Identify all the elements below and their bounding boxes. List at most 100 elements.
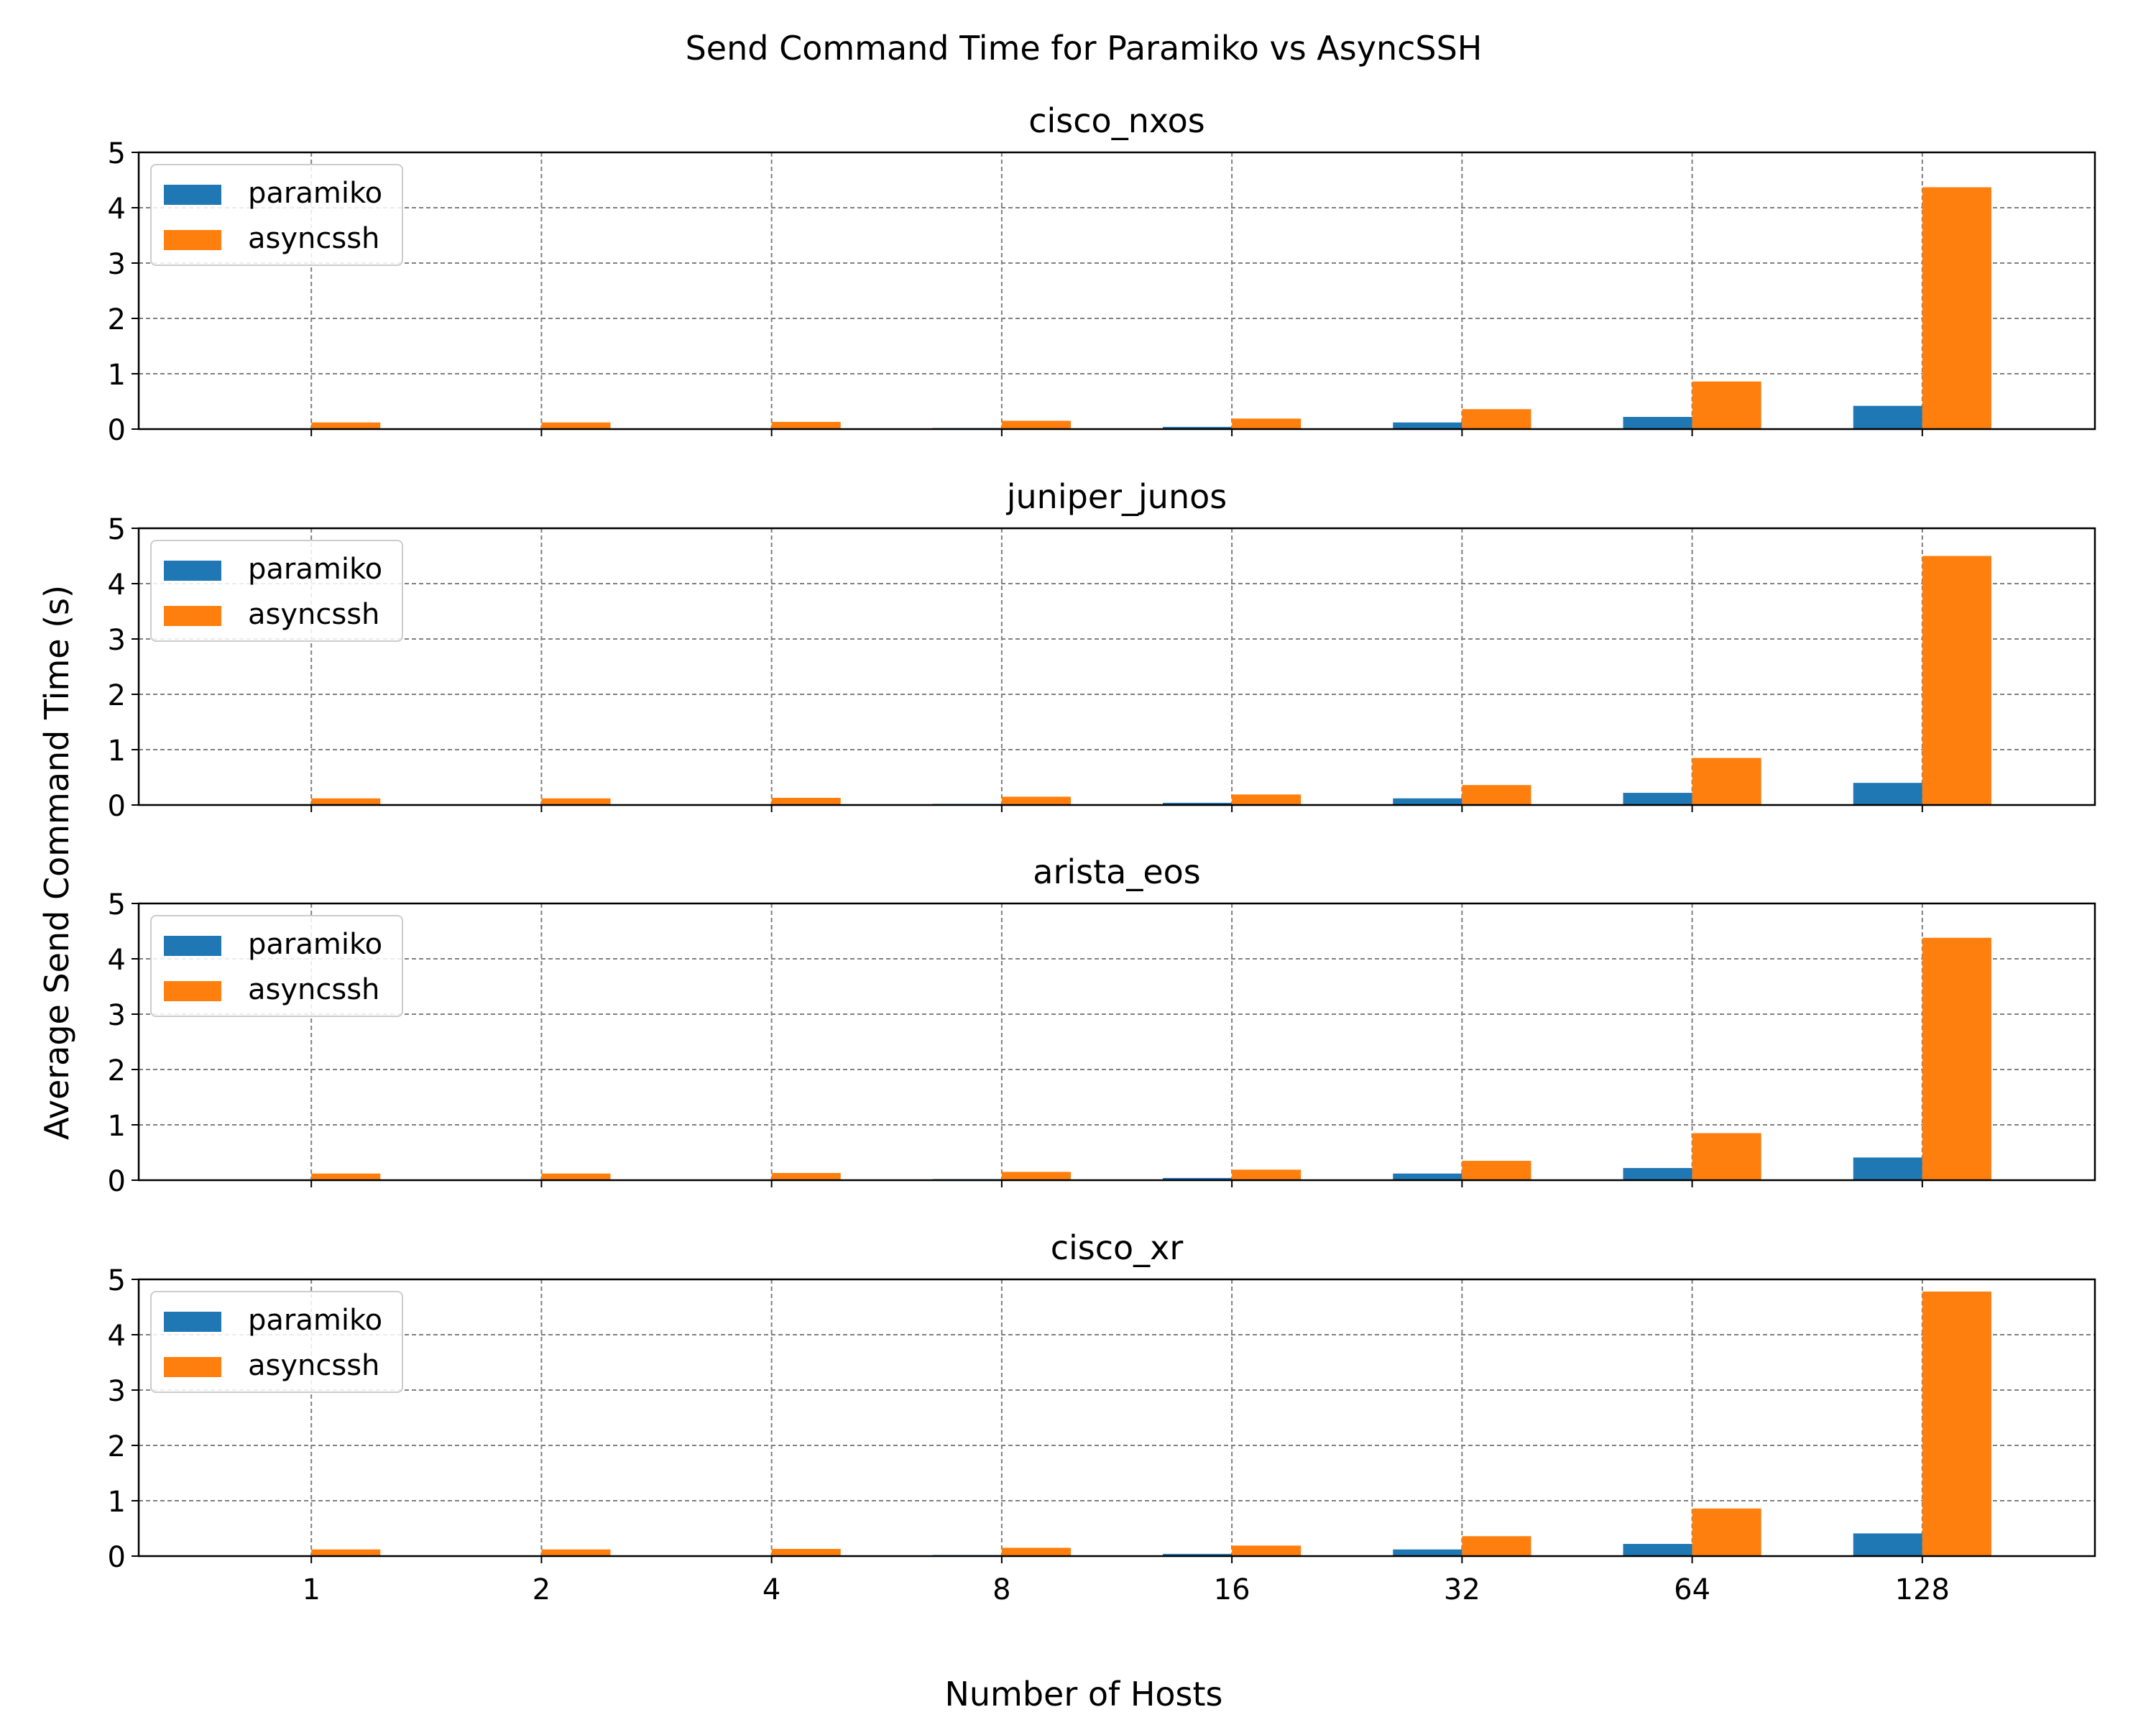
y-axis-label: Average Send Command Time (s) xyxy=(37,585,76,1140)
x-tick-label: 128 xyxy=(1895,1573,1950,1606)
bar-asyncssh-32 xyxy=(1462,1536,1531,1556)
bar-asyncssh-16 xyxy=(1232,1169,1302,1180)
legend-label-paramiko: paramiko xyxy=(248,553,382,586)
bar-paramiko-16 xyxy=(1163,802,1233,805)
bar-asyncssh-32 xyxy=(1462,1161,1531,1180)
y-tick-label: 1 xyxy=(108,359,126,392)
bar-paramiko-64 xyxy=(1623,793,1692,805)
y-tick-label: 0 xyxy=(108,1165,126,1198)
legend-label-asyncssh: asyncssh xyxy=(248,222,379,255)
bar-asyncssh-1 xyxy=(311,1173,381,1180)
legend-swatch-asyncssh xyxy=(164,981,221,1001)
x-tick-label: 16 xyxy=(1214,1573,1250,1606)
legend-swatch-paramiko xyxy=(164,185,221,205)
bar-paramiko-128 xyxy=(1853,783,1922,805)
axes-frame xyxy=(137,1278,2096,1558)
bar-paramiko-32 xyxy=(1393,1549,1462,1556)
bar-paramiko-16 xyxy=(1163,1177,1233,1180)
y-tick-label: 3 xyxy=(108,624,126,657)
x-axis-label: Number of Hosts xyxy=(944,1675,1222,1714)
legend-swatch-paramiko xyxy=(164,1312,221,1332)
bar-asyncssh-16 xyxy=(1232,794,1302,805)
bar-asyncssh-16 xyxy=(1232,418,1302,429)
y-tick-label: 1 xyxy=(108,735,126,768)
bar-asyncssh-8 xyxy=(1001,796,1071,805)
bar-asyncssh-4 xyxy=(771,1172,841,1180)
bar-paramiko-32 xyxy=(1393,1173,1462,1180)
y-tick-label: 0 xyxy=(108,1541,126,1574)
bar-paramiko-64 xyxy=(1623,1168,1692,1180)
bar-asyncssh-64 xyxy=(1692,381,1761,429)
bar-asyncssh-1 xyxy=(311,1549,381,1556)
bar-paramiko-64 xyxy=(1623,1544,1692,1556)
bar-paramiko-32 xyxy=(1393,798,1462,805)
y-tick-label: 4 xyxy=(108,1320,126,1353)
y-tick-label: 5 xyxy=(108,888,126,921)
legend-label-paramiko: paramiko xyxy=(248,928,382,961)
legend-label-asyncssh: asyncssh xyxy=(248,1349,379,1382)
bar-paramiko-128 xyxy=(1853,405,1922,429)
y-tick-label: 2 xyxy=(108,1054,126,1087)
bar-asyncssh-8 xyxy=(1001,420,1071,429)
y-tick-label: 3 xyxy=(108,999,126,1032)
bar-paramiko-16 xyxy=(1163,426,1233,429)
y-tick-label: 2 xyxy=(108,679,126,712)
legend-label-asyncssh: asyncssh xyxy=(248,598,379,631)
bar-paramiko-32 xyxy=(1393,422,1462,429)
bar-paramiko-64 xyxy=(1623,417,1692,429)
y-tick-label: 5 xyxy=(108,1264,126,1297)
bar-asyncssh-16 xyxy=(1232,1545,1302,1556)
legend-label-paramiko: paramiko xyxy=(248,1304,382,1337)
bar-asyncssh-2 xyxy=(541,1549,611,1556)
bar-asyncssh-1 xyxy=(311,422,381,429)
x-tick-label: 1 xyxy=(302,1573,320,1606)
bar-asyncssh-128 xyxy=(1922,937,1991,1180)
axes-frame xyxy=(137,902,2096,1182)
bar-asyncssh-64 xyxy=(1692,758,1761,805)
x-tick-label: 64 xyxy=(1674,1573,1710,1606)
subplot-title: arista_eos xyxy=(1033,852,1200,891)
bar-asyncssh-8 xyxy=(1001,1547,1071,1556)
y-tick-label: 1 xyxy=(108,1110,126,1143)
legend-label-asyncssh: asyncssh xyxy=(248,973,379,1006)
legend-label-paramiko: paramiko xyxy=(248,177,382,210)
subplot-arista_eos: arista_eos 0 1 2 3 4 5 paramiko asyncssh xyxy=(108,852,2096,1198)
subplot-juniper_junos: juniper_junos 0 1 2 3 4 5 paramiko asyncssh xyxy=(108,477,2096,823)
legend-swatch-paramiko xyxy=(164,561,221,581)
bar-asyncssh-128 xyxy=(1922,187,1991,429)
bar-asyncssh-2 xyxy=(541,798,611,805)
bar-asyncssh-4 xyxy=(771,797,841,805)
x-tick-label: 32 xyxy=(1444,1573,1480,1606)
subplot-title: cisco_xr xyxy=(1051,1228,1184,1267)
bar-asyncssh-4 xyxy=(771,421,841,429)
y-tick-label: 5 xyxy=(108,513,126,546)
y-tick-label: 0 xyxy=(108,414,126,447)
y-tick-label: 0 xyxy=(108,790,126,823)
y-tick-label: 4 xyxy=(108,569,126,602)
axes-frame xyxy=(137,151,2096,431)
y-tick-label: 4 xyxy=(108,193,126,226)
y-tick-label: 1 xyxy=(108,1486,126,1519)
x-tick-label: 8 xyxy=(992,1573,1010,1606)
bar-asyncssh-64 xyxy=(1692,1133,1761,1180)
legend-swatch-asyncssh xyxy=(164,606,221,626)
bar-asyncssh-8 xyxy=(1001,1172,1071,1180)
bar-asyncssh-2 xyxy=(541,422,611,429)
x-tick-label: 2 xyxy=(533,1573,550,1606)
subplot-cisco_nxos: cisco_nxos 0 1 2 3 4 5 paramiko asyncssh xyxy=(108,101,2096,447)
legend-swatch-paramiko xyxy=(164,936,221,956)
subplot-title: cisco_nxos xyxy=(1028,101,1205,140)
axes-frame xyxy=(137,527,2096,806)
y-tick-label: 2 xyxy=(108,303,126,336)
legend-swatch-asyncssh xyxy=(164,230,221,250)
y-tick-label: 4 xyxy=(108,944,126,977)
subplot-cisco_xr: cisco_xr 0 1 2 3 4 5 1 2 4 8 16 32 64 128 paramiko async… xyxy=(108,1228,2096,1606)
legend-swatch-asyncssh xyxy=(164,1357,221,1377)
bar-asyncssh-1 xyxy=(311,798,381,805)
bar-asyncssh-4 xyxy=(771,1548,841,1556)
bar-paramiko-128 xyxy=(1853,1157,1922,1180)
bar-asyncssh-128 xyxy=(1922,1291,1991,1556)
bar-asyncssh-32 xyxy=(1462,409,1531,429)
